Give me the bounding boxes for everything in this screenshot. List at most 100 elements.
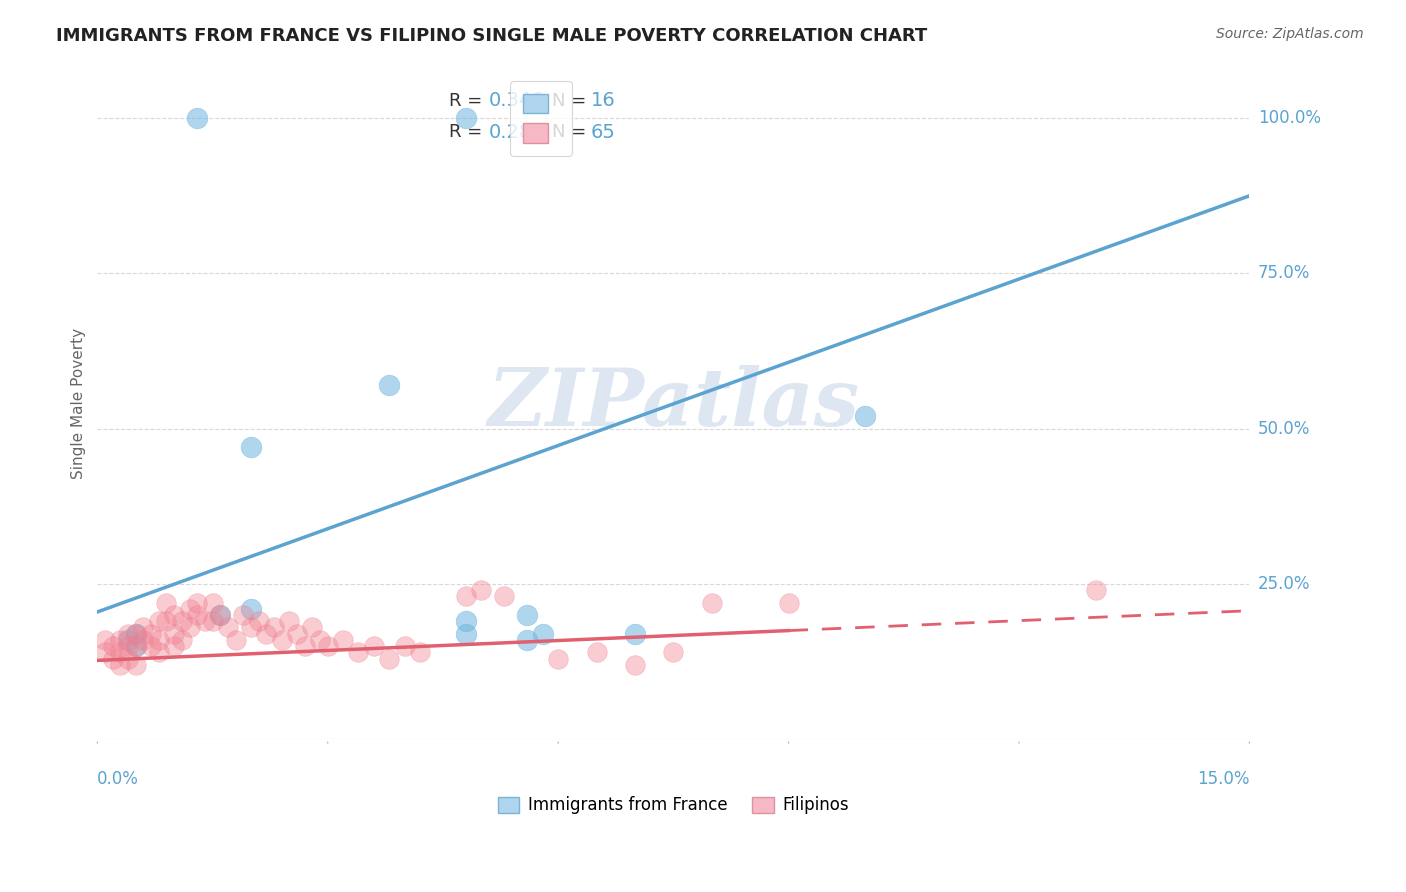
Text: 0.281: 0.281 (489, 123, 544, 142)
Text: 25.0%: 25.0% (1258, 575, 1310, 593)
Point (494, 590, 516, 604)
Point (547, 651, 569, 665)
Point (316, 639, 339, 653)
Point (516, 632, 538, 647)
Point (170, 614, 193, 628)
Point (94, 645, 117, 659)
Point (585, 645, 607, 659)
Point (117, 626, 139, 640)
Point (624, 657, 647, 672)
Point (853, 409, 876, 424)
Legend: Immigrants from France, Filipinos: Immigrants from France, Filipinos (489, 788, 858, 822)
Point (263, 620, 285, 634)
Point (347, 645, 370, 659)
Point (454, 614, 477, 628)
Text: R =: R = (449, 92, 482, 110)
Point (186, 112, 208, 126)
Point (516, 608, 538, 623)
Text: 100.0%: 100.0% (1258, 109, 1320, 128)
Point (239, 620, 262, 634)
Point (454, 590, 477, 604)
Point (155, 614, 177, 628)
Y-axis label: Single Male Poverty: Single Male Poverty (72, 328, 86, 480)
Point (170, 632, 193, 647)
Point (201, 596, 224, 610)
Point (125, 639, 148, 653)
Point (778, 596, 800, 610)
Point (239, 602, 262, 616)
Text: 15.0%: 15.0% (1197, 770, 1250, 788)
Point (285, 626, 308, 640)
Point (394, 639, 416, 653)
Point (117, 639, 139, 653)
Point (662, 645, 685, 659)
Text: R =: R = (449, 123, 482, 141)
Point (179, 620, 201, 634)
Point (139, 626, 162, 640)
Point (209, 608, 232, 623)
Text: 65: 65 (591, 123, 616, 142)
Point (409, 645, 432, 659)
Point (110, 632, 132, 647)
Point (470, 583, 492, 598)
Point (378, 378, 401, 392)
Point (700, 596, 723, 610)
Text: N =: N = (553, 123, 586, 141)
Point (332, 632, 354, 647)
Text: ZIPatlas: ZIPatlas (488, 365, 859, 442)
Text: 0.0%: 0.0% (97, 770, 139, 788)
Point (125, 639, 148, 653)
Point (186, 608, 208, 623)
Point (301, 620, 323, 634)
Text: 0.346: 0.346 (489, 91, 544, 111)
Point (1084, 583, 1107, 598)
Text: 16: 16 (591, 91, 616, 111)
Point (110, 657, 132, 672)
Text: IMMIGRANTS FROM FRANCE VS FILIPINO SINGLE MALE POVERTY CORRELATION CHART: IMMIGRANTS FROM FRANCE VS FILIPINO SINGL… (56, 27, 928, 45)
Point (117, 632, 139, 647)
Point (239, 441, 262, 455)
Point (454, 626, 477, 640)
Point (125, 657, 148, 672)
Point (163, 626, 186, 640)
Point (225, 632, 247, 647)
Point (117, 651, 139, 665)
Point (209, 608, 232, 623)
Point (101, 651, 124, 665)
Text: N =: N = (553, 92, 586, 110)
Text: 50.0%: 50.0% (1258, 420, 1310, 438)
Point (148, 645, 170, 659)
Point (254, 626, 277, 640)
Point (125, 626, 148, 640)
Point (232, 608, 254, 623)
Point (94, 632, 117, 647)
Point (163, 608, 186, 623)
Point (247, 614, 270, 628)
Point (294, 639, 316, 653)
Point (110, 645, 132, 659)
Point (163, 639, 186, 653)
Point (155, 596, 177, 610)
Point (148, 632, 170, 647)
Point (454, 112, 477, 126)
Point (378, 651, 401, 665)
Point (125, 626, 148, 640)
Point (132, 632, 155, 647)
Point (194, 614, 217, 628)
Text: 75.0%: 75.0% (1258, 264, 1310, 283)
Point (624, 626, 647, 640)
Point (139, 639, 162, 653)
Point (179, 602, 201, 616)
Point (186, 596, 208, 610)
Point (148, 614, 170, 628)
Point (309, 632, 332, 647)
Point (217, 620, 239, 634)
Text: Source: ZipAtlas.com: Source: ZipAtlas.com (1216, 27, 1364, 41)
Point (101, 639, 124, 653)
Point (132, 620, 155, 634)
Point (531, 626, 554, 640)
Point (278, 614, 301, 628)
Point (270, 632, 292, 647)
Point (363, 639, 385, 653)
Point (201, 614, 224, 628)
